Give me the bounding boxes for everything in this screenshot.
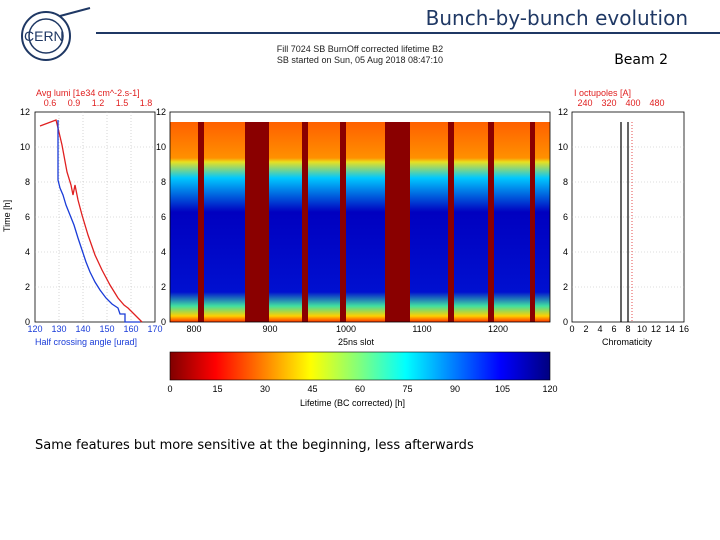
left-y-tick: 10 xyxy=(20,142,30,152)
left-y-tick: 0 xyxy=(25,317,30,327)
left-top-tick: 0.9 xyxy=(68,98,81,108)
right-bottom-tick: 10 xyxy=(637,324,647,334)
heat-y-tick: 2 xyxy=(161,282,166,292)
colorbar-tick: 90 xyxy=(450,384,460,394)
left-top-axis-label: Avg lumi [1e34 cm^-2.s-1] xyxy=(36,88,140,98)
left-bottom-tick: 150 xyxy=(99,324,114,334)
colorbar-tick: 45 xyxy=(307,384,317,394)
left-top-tick: 1.5 xyxy=(116,98,129,108)
right-top-tick: 480 xyxy=(649,98,664,108)
heat-y-tick: 0 xyxy=(161,317,166,327)
xangle-curve xyxy=(57,120,140,323)
heatmap-x-tick: 1200 xyxy=(488,324,508,334)
left-bottom-tick: 130 xyxy=(51,324,66,334)
left-y-tick: 4 xyxy=(25,247,30,257)
right-bottom-tick: 0 xyxy=(569,324,574,334)
left-xlabel: Half crossing angle [urad] xyxy=(35,337,138,347)
right-bottom-tick: 8 xyxy=(625,324,630,334)
right-top-tick: 400 xyxy=(625,98,640,108)
left-top-tick: 1.8 xyxy=(140,98,153,108)
header-divider xyxy=(96,32,720,34)
right-y-tick: 10 xyxy=(558,142,568,152)
cern-logo-text: CERN xyxy=(24,28,64,44)
colorbar-tick: 75 xyxy=(402,384,412,394)
heat-y-tick: 6 xyxy=(161,212,166,222)
left-bottom-tick: 170 xyxy=(147,324,162,334)
right-bottom-tick: 12 xyxy=(651,324,661,334)
left-y-tick: 2 xyxy=(25,282,30,292)
left-bottom-tick: 160 xyxy=(123,324,138,334)
left-y-tick: 8 xyxy=(25,177,30,187)
figure-title-line1: Fill 7024 SB BurnOff corrected lifetime … xyxy=(276,44,444,54)
heat-y-tick: 8 xyxy=(161,177,166,187)
right-bottom-tick: 6 xyxy=(611,324,616,334)
beam-label: Beam 2 xyxy=(614,52,668,68)
colorbar-tick: 120 xyxy=(542,384,557,394)
heatmap-x-tick: 800 xyxy=(186,324,201,334)
right-bottom-tick: 14 xyxy=(665,324,675,334)
left-top-tick: 0.6 xyxy=(44,98,57,108)
figure-title-line2: SB started on Sun, 05 Aug 2018 08:47:10 xyxy=(276,55,444,65)
heatmap-x-tick: 900 xyxy=(262,324,277,334)
right-y-tick: 0 xyxy=(563,317,568,327)
right-top-tick: 320 xyxy=(601,98,616,108)
heatmap-body xyxy=(170,122,550,322)
left-y-tick: 6 xyxy=(25,212,30,222)
colorbar-tick: 60 xyxy=(355,384,365,394)
cern-logo: CERN xyxy=(12,6,92,66)
right-y-tick: 4 xyxy=(563,247,568,257)
heat-y-tick: 10 xyxy=(156,142,166,152)
right-y-tick: 12 xyxy=(558,107,568,117)
right-bottom-tick: 2 xyxy=(583,324,588,334)
left-bottom-tick: 140 xyxy=(75,324,90,334)
left-top-tick: 1.2 xyxy=(92,98,105,108)
right-bottom-tick: 4 xyxy=(597,324,602,334)
right-top-tick: 240 xyxy=(577,98,592,108)
right-xlabel: Chromaticity xyxy=(602,337,653,347)
slide-note: Same features but more sensitive at the … xyxy=(35,438,474,453)
lumi-curve xyxy=(39,119,143,323)
colorbar-tick: 105 xyxy=(495,384,510,394)
right-bottom-tick: 16 xyxy=(679,324,689,334)
colorbar xyxy=(169,351,551,381)
heatmap-xlabel: 25ns slot xyxy=(338,337,375,347)
heat-y-tick: 4 xyxy=(161,247,166,257)
colorbar-tick: 0 xyxy=(167,384,172,394)
colorbar-tick: 30 xyxy=(260,384,270,394)
heatmap-x-tick: 1000 xyxy=(336,324,356,334)
left-y-tick: 12 xyxy=(20,107,30,117)
right-top-axis-label: I octupoles [A] xyxy=(574,88,632,98)
right-y-tick: 2 xyxy=(563,282,568,292)
heatmap-x-tick: 1100 xyxy=(412,324,431,334)
left-bottom-tick: 120 xyxy=(27,324,42,334)
right-y-tick: 6 xyxy=(563,212,568,222)
colorbar-label: Lifetime (BC corrected) [h] xyxy=(300,398,406,408)
right-y-tick: 8 xyxy=(563,177,568,187)
page-title: Bunch-by-bunch evolution xyxy=(425,6,688,30)
heat-y-tick: 12 xyxy=(156,107,166,117)
colorbar-tick: 15 xyxy=(212,384,222,394)
